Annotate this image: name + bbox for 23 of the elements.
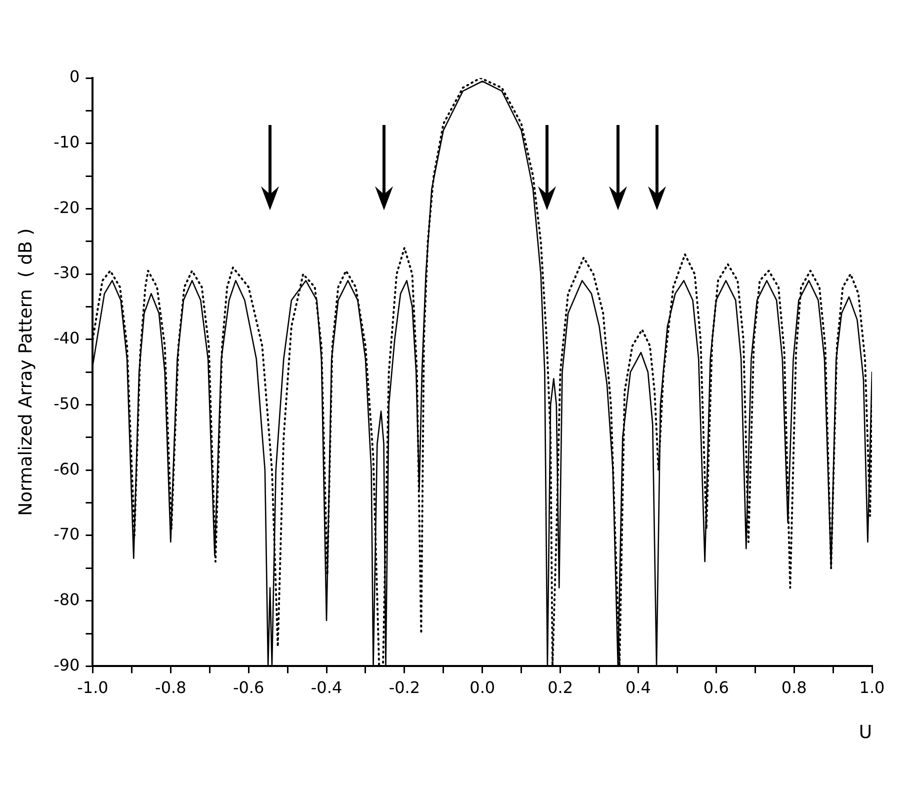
- x-tick-label: -0.2: [388, 678, 420, 697]
- y-tick-label: 0: [70, 67, 80, 86]
- x-tick-label: 1.0: [859, 678, 885, 697]
- x-tick-label: 0.2: [548, 678, 574, 697]
- y-tick-label: -40: [54, 328, 80, 348]
- x-tick-label: -0.6: [232, 678, 264, 697]
- y-tick-label: -90: [54, 655, 80, 674]
- y-tick-label: -10: [54, 132, 80, 152]
- x-tick-label: 0.8: [781, 678, 807, 697]
- x-tick-label: -1.0: [77, 678, 108, 697]
- y-axis-title: Normalized Array Pattern ( dB ): [15, 228, 36, 516]
- x-tick-label: 0.6: [703, 678, 729, 697]
- y-tick-label: -20: [54, 198, 80, 217]
- x-tick-label: -0.4: [310, 678, 342, 697]
- y-tick-label: -50: [54, 394, 80, 413]
- x-tick-label: 0.0: [470, 678, 496, 697]
- x-axis-title: U: [858, 722, 872, 743]
- x-tick-label: 0.4: [625, 678, 651, 697]
- y-tick-label: -80: [54, 590, 80, 609]
- x-tick-label: -0.8: [155, 678, 186, 697]
- y-tick-label: -30: [54, 263, 80, 282]
- y-tick-label: -70: [54, 524, 80, 544]
- y-tick-label: -60: [54, 459, 80, 478]
